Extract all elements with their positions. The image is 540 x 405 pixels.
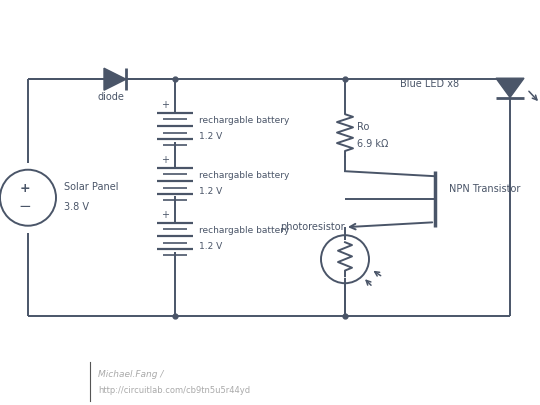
Text: 1.2 V: 1.2 V <box>199 242 222 251</box>
Text: CIRCUIT: CIRCUIT <box>14 368 60 377</box>
Text: 3.8 V: 3.8 V <box>64 202 89 212</box>
Text: 1.2 V: 1.2 V <box>199 132 222 141</box>
Text: NPN Transistor: NPN Transistor <box>449 184 521 194</box>
Text: http://circuitlab.com/cb9tn5u5r44yd: http://circuitlab.com/cb9tn5u5r44yd <box>98 386 250 395</box>
Text: +: + <box>161 210 169 220</box>
Text: photoresistor: photoresistor <box>280 222 345 232</box>
Text: +: + <box>19 182 30 195</box>
Text: 1.2 V: 1.2 V <box>199 187 222 196</box>
Text: Garden Light Circuit: Garden Light Circuit <box>166 370 269 379</box>
Text: Michael.Fang /: Michael.Fang / <box>98 370 166 379</box>
Text: rechargable battery: rechargable battery <box>199 116 289 125</box>
Text: rechargable battery: rechargable battery <box>199 226 289 235</box>
Text: diode: diode <box>98 92 124 102</box>
Text: rechargable battery: rechargable battery <box>199 171 289 180</box>
Text: +: + <box>161 155 169 165</box>
Text: −: − <box>18 199 31 214</box>
Polygon shape <box>104 68 126 90</box>
Text: Ro: Ro <box>357 122 369 132</box>
Text: 6.9 kΩ: 6.9 kΩ <box>357 139 388 149</box>
Text: —∼—►— LAB: —∼—►— LAB <box>10 384 55 393</box>
Polygon shape <box>496 78 524 98</box>
Text: Blue LED x8: Blue LED x8 <box>400 79 459 89</box>
Text: Solar Panel: Solar Panel <box>64 182 118 192</box>
Text: +: + <box>161 100 169 110</box>
